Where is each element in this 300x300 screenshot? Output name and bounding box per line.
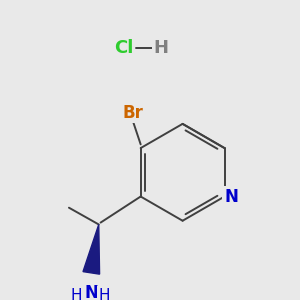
Polygon shape bbox=[83, 224, 100, 274]
Text: N: N bbox=[224, 188, 238, 206]
Text: H: H bbox=[70, 288, 82, 300]
Text: H: H bbox=[154, 39, 169, 57]
Text: N: N bbox=[84, 284, 98, 300]
Text: H: H bbox=[99, 288, 110, 300]
Text: Cl: Cl bbox=[114, 39, 134, 57]
Text: Br: Br bbox=[123, 104, 144, 122]
